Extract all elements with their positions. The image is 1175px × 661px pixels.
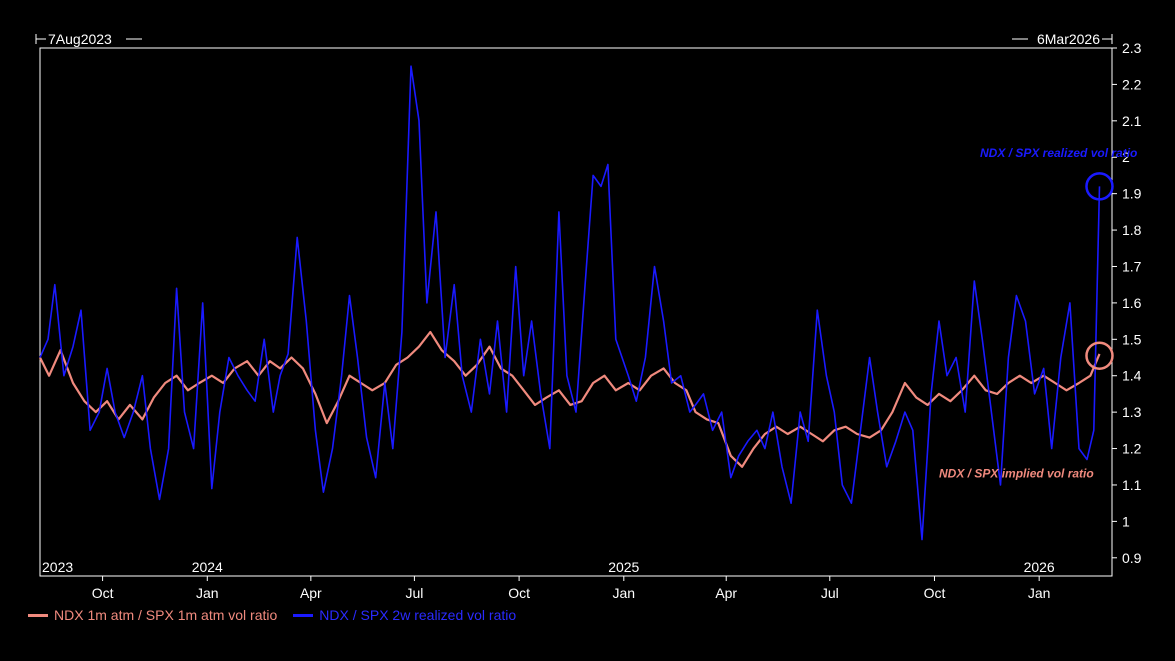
range-end-label: 6Mar2026 xyxy=(1037,31,1100,47)
plot-frame xyxy=(39,47,1113,577)
legend-item-implied: NDX 1m atm / SPX 1m atm vol ratio xyxy=(28,607,277,623)
legend-label-implied: NDX 1m atm / SPX 1m atm vol ratio xyxy=(54,607,278,623)
y-tick-label: 1.9 xyxy=(1122,186,1142,202)
y-tick-label: 2.3 xyxy=(1122,40,1142,56)
annotation-text-1: NDX / SPX implied vol ratio xyxy=(939,467,1094,481)
legend-label-realized: NDX / SPX 2w realized vol ratio xyxy=(319,607,517,623)
x-tick-label: Apr xyxy=(300,585,322,601)
y-tick-label: 1.2 xyxy=(1122,441,1142,457)
y-tick-label: 2 xyxy=(1122,149,1130,165)
y-tick-label: 2.2 xyxy=(1122,76,1142,92)
x-tick-label: Apr xyxy=(715,585,737,601)
y-tick-label: 1.7 xyxy=(1122,258,1142,274)
legend-swatch-realized xyxy=(293,613,314,617)
legend-item-realized: NDX / SPX 2w realized vol ratio xyxy=(293,607,516,623)
y-tick-label: 1.6 xyxy=(1122,295,1142,311)
legend: NDX 1m atm / SPX 1m atm vol ratio NDX / … xyxy=(28,605,532,625)
x-tick-label: Jul xyxy=(821,585,839,601)
y-tick-label: 1.5 xyxy=(1122,331,1142,347)
x-year-label: 2026 xyxy=(1024,559,1055,575)
x-tick-label: Oct xyxy=(508,585,530,601)
series-line-0 xyxy=(39,330,1101,468)
x-year-label: 2025 xyxy=(608,559,639,575)
y-tick-label: 0.9 xyxy=(1122,550,1142,566)
x-year-label: 2024 xyxy=(192,559,223,575)
x-tick-label: Jan xyxy=(613,585,636,601)
y-tick-label: 1.4 xyxy=(1122,368,1142,384)
y-tick-label: 2.1 xyxy=(1122,113,1142,129)
x-tick-label: Oct xyxy=(92,585,114,601)
annotation-text-0: NDX / SPX realized vol ratio xyxy=(980,146,1137,160)
x-tick-label: Jul xyxy=(405,585,423,601)
series-line-1 xyxy=(39,65,1101,541)
x-tick-label: Jan xyxy=(1028,585,1051,601)
range-start-label: 7Aug2023 xyxy=(48,31,112,47)
x-year-label: 2023 xyxy=(42,559,73,575)
annotation-marker-0 xyxy=(1085,172,1114,201)
x-tick-label: Oct xyxy=(924,585,946,601)
legend-swatch-implied xyxy=(28,613,48,617)
annotation-marker-1 xyxy=(1085,341,1114,370)
y-tick-label: 1.1 xyxy=(1122,477,1142,493)
y-tick-label: 1 xyxy=(1122,513,1130,529)
y-tick-label: 1.8 xyxy=(1122,222,1142,238)
x-tick-label: Jan xyxy=(196,585,219,601)
y-tick-label: 1.3 xyxy=(1122,404,1142,420)
